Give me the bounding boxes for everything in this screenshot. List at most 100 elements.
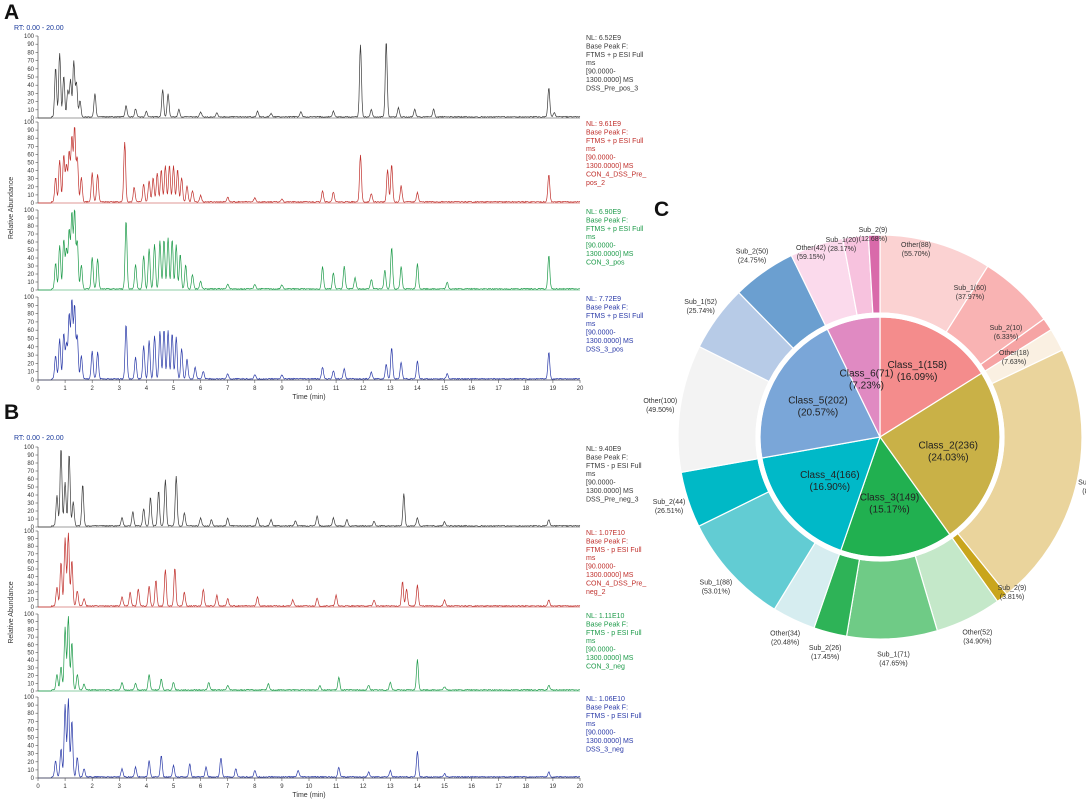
scan-filter-text: Base Peak F: <box>586 43 628 50</box>
x-tick-label: 2 <box>91 784 95 790</box>
y-tick-label: 100 <box>24 208 35 214</box>
y-tick-label: 10 <box>27 108 34 114</box>
x-tick-label: 5 <box>172 386 176 392</box>
outer-slice-percent: (7.63%) <box>1002 359 1027 366</box>
chromatogram-trace-DSS_3_pos <box>38 299 581 381</box>
x-tick-label: 2 <box>91 386 95 392</box>
x-tick-label: 16 <box>468 386 475 392</box>
y-tick-label: 10 <box>27 193 34 199</box>
x-tick-label: 13 <box>387 784 394 790</box>
y-tick-label: 0 <box>31 288 35 294</box>
y-tick-label: 80 <box>27 711 34 717</box>
y-tick-label: 60 <box>27 328 34 334</box>
y-tick-label: 50 <box>27 651 34 657</box>
x-tick-label: 9 <box>280 386 284 392</box>
y-tick-label: 70 <box>27 719 34 725</box>
x-tick-label: 20 <box>577 386 584 392</box>
y-tick-label: 50 <box>27 337 34 343</box>
y-tick-label: 60 <box>27 152 34 158</box>
scan-filter-text: 1300.0000] MS <box>586 251 634 258</box>
x-tick-label: 4 <box>145 386 149 392</box>
y-tick-label: 90 <box>27 303 34 309</box>
scan-filter-text: 1300.0000] MS <box>586 338 634 345</box>
chromatogram-trace-DSS_3_neg <box>38 698 580 779</box>
x-tick-label: 8 <box>253 784 257 790</box>
y-tick-label: 20 <box>27 185 34 191</box>
inner-slice-label: Class_1(158) <box>887 360 946 371</box>
y-tick-label: 20 <box>27 509 34 515</box>
y-tick-label: 60 <box>27 67 34 73</box>
outer-slice-percent: (34.90%) <box>963 638 991 645</box>
scan-filter-text: Base Peak F: <box>586 217 628 224</box>
y-tick-label: 100 <box>24 695 35 701</box>
panel-a-label: A <box>4 1 19 24</box>
y-tick-label: 80 <box>27 312 34 318</box>
outer-slice-percent: (37.97%) <box>956 294 984 301</box>
x-tick-label: 8 <box>253 386 257 392</box>
y-tick-label: 70 <box>27 635 34 641</box>
nl-label: NL: 1.11E10 <box>586 613 625 620</box>
y-tick-label: 0 <box>31 201 35 207</box>
y-tick-label: 100 <box>24 34 35 40</box>
outer-slice-percent: (17.45%) <box>811 654 839 661</box>
y-tick-label: 90 <box>27 128 34 134</box>
inner-slice-percent: (15.17%) <box>869 504 910 515</box>
scan-filter-text: ms <box>586 146 596 153</box>
y-tick-label: 70 <box>27 320 34 326</box>
y-tick-label: 10 <box>27 597 34 603</box>
outer-slice-label: Sub_1(20) <box>826 237 859 244</box>
y-tick-label: 30 <box>27 501 34 507</box>
y-tick-label: 50 <box>27 161 34 167</box>
y-tick-label: 40 <box>27 169 34 175</box>
chromatogram-trace-CON_4_DSS_Pre_pos_2 <box>38 127 581 204</box>
y-axis-title: Relative Abundance <box>8 581 15 643</box>
y-tick-label: 30 <box>27 353 34 359</box>
inner-slice-label: Class_4(166) <box>800 470 859 481</box>
outer-slice-label: Sub_2(26) <box>809 645 842 652</box>
x-tick-label: 11 <box>333 784 340 790</box>
x-tick-label: 1 <box>63 784 67 790</box>
x-tick-label: 16 <box>468 784 475 790</box>
y-tick-label: 40 <box>27 345 34 351</box>
x-tick-label: 4 <box>145 784 149 790</box>
x-tick-label: 17 <box>495 784 502 790</box>
x-tick-label: 18 <box>522 386 529 392</box>
x-tick-label: 5 <box>172 784 176 790</box>
x-tick-label: 14 <box>414 386 421 392</box>
scan-filter-text: [90.0000- <box>586 155 616 162</box>
outer-slice-percent: (26.51%) <box>655 508 683 515</box>
scan-filter-text: [90.0000- <box>586 647 616 654</box>
x-tick-label: 1 <box>63 386 67 392</box>
outer-slice-percent: (55.70%) <box>902 251 930 258</box>
y-tick-label: 80 <box>27 544 34 550</box>
y-tick-label: 80 <box>27 50 34 56</box>
scan-filter-text: FTMS + p ESI Full <box>586 313 644 320</box>
y-tick-label: 60 <box>27 727 34 733</box>
panel-b-label: B <box>4 401 19 424</box>
outer-slice-percent: (59.15%) <box>797 254 825 261</box>
scan-filter-text: [90.0000- <box>586 480 616 487</box>
x-tick-label: 3 <box>118 386 122 392</box>
scan-filter-text: FTMS - p ESI Full <box>586 713 642 720</box>
scan-filter-text: DSS_3_pos <box>586 346 624 353</box>
outer-slice-percent: (88.56%) <box>1082 488 1086 495</box>
scan-filter-text: Base Peak F: <box>586 704 628 711</box>
y-tick-label: 20 <box>27 272 34 278</box>
y-tick-label: 30 <box>27 582 34 588</box>
y-tick-label: 50 <box>27 75 34 81</box>
y-tick-label: 0 <box>31 689 35 695</box>
x-tick-label: 10 <box>306 784 313 790</box>
outer-slice-label: Sub_1(71) <box>877 652 910 659</box>
y-tick-label: 0 <box>31 525 35 531</box>
y-tick-label: 50 <box>27 736 34 742</box>
nl-label: NL: 1.07E10 <box>586 530 625 537</box>
x-tick-label: 17 <box>495 386 502 392</box>
inner-slice-label: Class_2(236) <box>919 440 978 451</box>
inner-slice-label: Class_6(71) <box>840 369 894 380</box>
y-tick-label: 60 <box>27 477 34 483</box>
outer-slice-percent: (12.68%) <box>859 236 887 243</box>
inner-slice-percent: (7.23%) <box>849 381 884 392</box>
ring-separator <box>755 312 1005 562</box>
scan-filter-text: FTMS + p ESI Full <box>586 52 644 59</box>
x-tick-label: 6 <box>199 784 203 790</box>
